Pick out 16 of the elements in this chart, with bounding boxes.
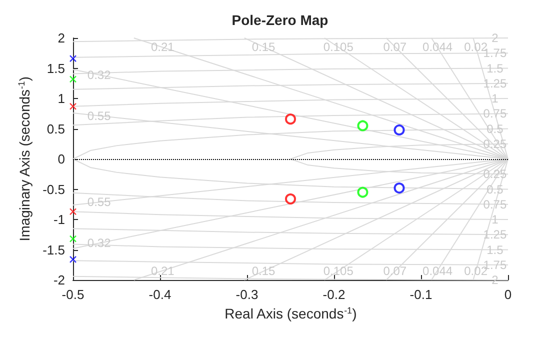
y-tick-label: 1.5 [46, 60, 65, 76]
y-tick-label: 0.5 [46, 121, 65, 136]
x-tick-label: -0.1 [410, 287, 432, 302]
x-tick-label: -0.2 [322, 287, 346, 302]
x-tick-label: -0.3 [236, 287, 258, 302]
x-tick-label: 0 [504, 287, 512, 302]
x-tick-label: -0.4 [148, 287, 172, 302]
y-tick-label: 2 [58, 30, 65, 46]
y-tick-label: 0 [58, 152, 65, 166]
chart-title: Pole-Zero Map [232, 12, 328, 28]
y-tick-label: -0.5 [42, 182, 65, 197]
y-tick-label: 1 [58, 91, 65, 106]
y-axis-title: Imaginary Axis (seconds-1) [16, 76, 33, 242]
y-tick-label: -2 [53, 272, 65, 288]
y-tick-label: -1 [53, 212, 65, 227]
y-tick-label: -1.5 [42, 242, 65, 258]
